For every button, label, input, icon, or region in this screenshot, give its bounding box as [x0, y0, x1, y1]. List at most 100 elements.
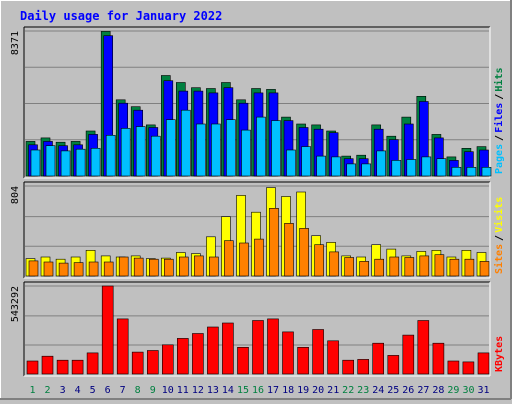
bar-kbytes-day-2: [41, 355, 54, 375]
day-label-15: 15: [237, 385, 249, 396]
bar-sites-day-15: [239, 242, 249, 277]
bar-kbytes-day-4: [71, 359, 84, 375]
bar-pages-day-30: [466, 167, 477, 177]
bar-pages-day-17: [271, 120, 281, 177]
day-label-23: 23: [357, 385, 369, 396]
day-label-10: 10: [162, 385, 174, 396]
bar-pages-day-24: [376, 150, 387, 177]
day-label-1: 1: [29, 385, 35, 396]
bar-pages-day-10: [166, 119, 176, 177]
legend-separator: /: [494, 135, 505, 141]
bar-kbytes-day-26: [402, 334, 415, 375]
bar-pages-day-12: [196, 123, 206, 177]
legend-separator: /: [494, 94, 505, 100]
bar-sites-day-23: [359, 261, 370, 277]
bar-kbytes-day-17: [267, 318, 279, 375]
bar-kbytes-day-23: [357, 359, 370, 375]
bar-kbytes-day-8: [131, 351, 144, 375]
legend-label: Hits: [493, 68, 505, 92]
bar-kbytes-day-6: [101, 285, 114, 375]
bar-pages-day-2: [45, 145, 56, 177]
bar-pages-day-21: [331, 156, 341, 177]
day-label-16: 16: [252, 385, 264, 396]
day-label-26: 26: [402, 385, 414, 396]
bar-sites-day-6: [103, 261, 114, 277]
day-label-13: 13: [207, 385, 219, 396]
bar-pages-day-14: [226, 119, 236, 177]
bar-sites-day-27: [419, 255, 430, 277]
bar-pages-day-26: [406, 159, 417, 177]
bar-pages-day-13: [211, 123, 221, 177]
legend-label: KBytes: [494, 336, 505, 372]
day-label-2: 2: [44, 385, 50, 396]
bar-pages-day-31: [481, 167, 492, 177]
y-max-label: 804: [10, 186, 21, 204]
bar-kbytes-day-31: [477, 352, 490, 375]
bar-pages-day-6: [105, 135, 116, 177]
bar-pages-day-22: [346, 163, 357, 177]
bar-pages-day-15: [241, 129, 251, 177]
bar-kbytes-day-12: [192, 333, 204, 375]
panel-visits-sites: 804 Sites / Visits: [10, 181, 505, 279]
bar-sites-day-4: [73, 262, 84, 277]
bar-kbytes-day-25: [387, 355, 400, 375]
legend-label: Visits: [493, 197, 505, 233]
day-label-28: 28: [432, 385, 444, 396]
bar-sites-day-25: [389, 256, 400, 277]
bar-sites-day-13: [209, 256, 219, 277]
bar-pages-day-11: [181, 109, 191, 177]
day-label-11: 11: [177, 385, 189, 396]
bar-sites-day-7: [118, 256, 129, 277]
bar-pages-day-28: [436, 158, 447, 177]
day-label-21: 21: [327, 385, 339, 396]
bar-kbytes-day-10: [162, 344, 174, 375]
legend-label: Files: [493, 103, 505, 133]
bar-sites-day-5: [88, 261, 99, 277]
bar-kbytes-day-15: [237, 346, 249, 375]
bar-kbytes-day-21: [327, 340, 339, 375]
day-label-27: 27: [417, 385, 429, 396]
day-label-29: 29: [447, 385, 459, 396]
bar-pages-day-19: [301, 146, 311, 177]
chart-title: Daily usage for January 2022: [20, 9, 222, 23]
bar-sites-day-31: [479, 261, 490, 277]
bar-sites-day-11: [179, 256, 189, 277]
bar-pages-day-18: [286, 149, 296, 177]
bar-pages-day-3: [60, 150, 71, 177]
bar-pages-day-29: [451, 167, 462, 177]
day-label-12: 12: [192, 385, 204, 396]
bar-sites-day-9: [149, 258, 159, 277]
legend-hits-files-pages: Pages / Files / Hits: [493, 68, 505, 174]
bar-pages-day-9: [151, 135, 161, 177]
y-max-label: 8371: [10, 31, 21, 55]
bar-sites-day-3: [58, 262, 69, 277]
panel-hits-files-pages: 8371 Pages / Files / Hits: [10, 26, 505, 179]
bar-kbytes-day-22: [342, 359, 355, 375]
day-label-3: 3: [60, 385, 66, 396]
bar-sites-day-29: [449, 258, 460, 277]
bar-pages-day-4: [75, 148, 86, 177]
day-label-17: 17: [267, 385, 279, 396]
bar-sites-day-19: [299, 228, 309, 277]
bar-sites-day-24: [374, 258, 385, 277]
bar-pages-day-7: [120, 128, 131, 177]
day-label-25: 25: [387, 385, 399, 396]
bar-pages-day-8: [135, 126, 146, 177]
bar-pages-day-23: [361, 163, 372, 177]
bar-kbytes-day-30: [462, 361, 475, 375]
bar-sites-day-18: [284, 223, 294, 277]
bar-kbytes-day-16: [252, 320, 264, 375]
bar-sites-day-16: [254, 238, 264, 277]
panel-kbytes: 543292 KBytes: [10, 281, 505, 377]
bar-sites-day-22: [344, 257, 355, 277]
bar-sites-day-1: [28, 260, 39, 277]
day-label-31: 31: [477, 385, 489, 396]
day-label-20: 20: [312, 385, 324, 396]
day-label-6: 6: [105, 385, 111, 396]
bar-sites-day-17: [269, 208, 279, 277]
day-label-8: 8: [135, 385, 141, 396]
day-label-18: 18: [282, 385, 294, 396]
legend-label: Sites: [493, 244, 505, 274]
